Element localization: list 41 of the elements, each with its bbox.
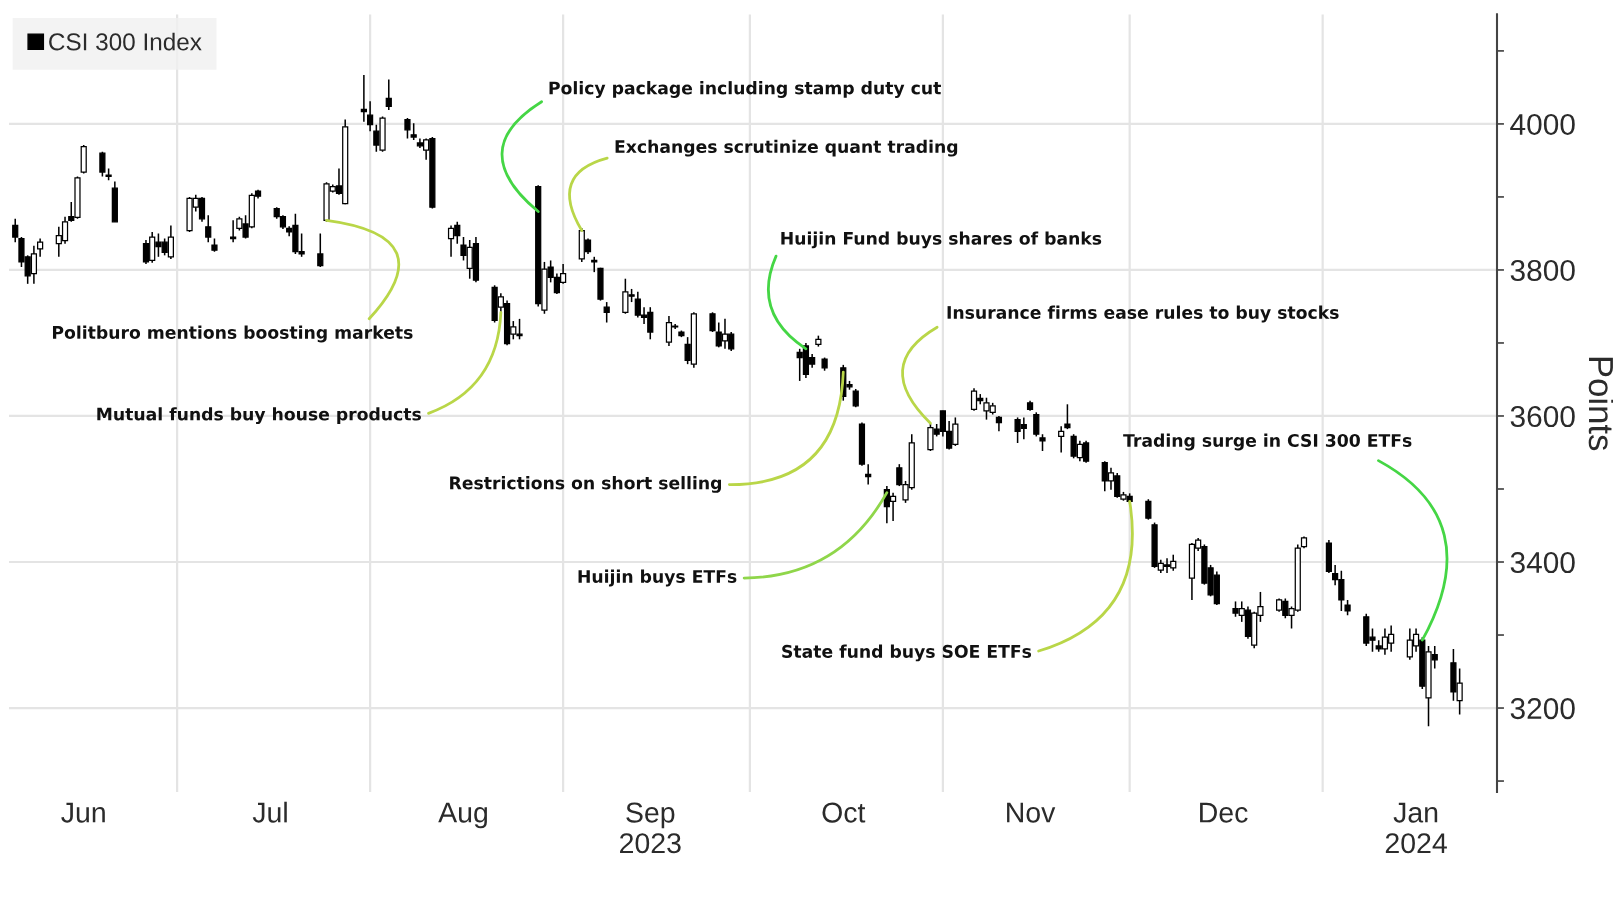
annotation: Politburo mentions boosting markets [52,325,413,343]
x-tick-label: Dec [1200,802,1248,823]
x-tick-label: Sep 2023 [620,802,681,854]
legend-label: CSI 300 Index [49,32,202,51]
x-tick-label: Oct [822,802,866,823]
y-tick-label: 3400 [1510,551,1575,574]
annotation: Restrictions on short selling [450,476,721,493]
x-tick-label: Jan 2024 [1385,802,1447,854]
x-tick-label: Jun [61,802,105,823]
annotation: Trading surge in CSI 300 ETFs [1123,433,1412,451]
candlestick [366,100,374,132]
candlestick [12,218,19,243]
annotation: State fund buys SOE ETFs [782,644,1032,662]
candlestick [230,219,237,243]
annotation: Insurance firms ease rules to buy stocks [947,305,1339,323]
candlestick [591,256,598,273]
candlestick [1058,425,1065,454]
candlestick [709,311,716,333]
candlestick [1033,411,1040,438]
y-tick-label: 4000 [1510,113,1575,136]
candlestick [852,388,859,408]
candlestick [1145,498,1152,521]
candlestick [865,463,872,486]
annotation: Huijin Fund buys shares of banks [781,231,1102,249]
y-tick-label: 3600 [1510,405,1575,428]
candlestick [205,214,212,243]
x-tick-label: Nov [1007,802,1056,823]
candlestick [603,301,610,324]
x-tick-label: Aug [438,802,487,829]
annotation: Policy package including stamp duty cut [549,81,941,98]
annotation: Exchanges scrutinize quant trading [615,139,958,157]
y-tick-label: 3200 [1510,698,1575,720]
candlestick [317,232,324,268]
candlestick [385,78,392,111]
annotation: Mutual funds buy house products [97,407,421,425]
candlestick [360,74,367,123]
candlestick [1064,403,1071,430]
candlestick [404,117,411,140]
annotation: Huijin buys ETFs [578,569,737,587]
y-tick-label: 3800 [1510,259,1575,282]
x-tick-label: Jul [252,801,287,823]
